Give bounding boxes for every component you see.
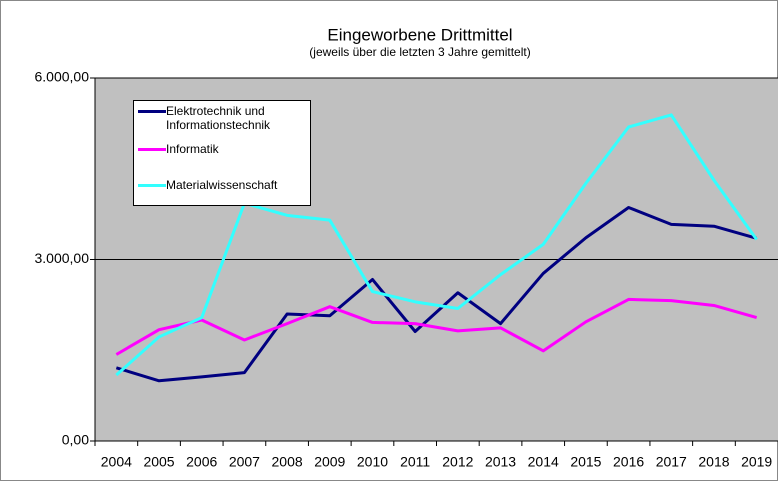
y-tick-label: 6.000,00 bbox=[35, 69, 90, 85]
legend-label: Elektrotechnik und Informationstechnik bbox=[166, 104, 271, 132]
legend-item: Materialwissenschaft bbox=[138, 178, 306, 192]
x-tick-label: 2009 bbox=[314, 454, 345, 470]
legend-swatch bbox=[138, 110, 166, 113]
x-tick-label: 2013 bbox=[485, 454, 516, 470]
x-tick-label: 2005 bbox=[143, 454, 174, 470]
x-tick-label: 2014 bbox=[528, 454, 559, 470]
legend-label: Materialwissenschaft bbox=[166, 178, 278, 192]
chart-subtitle: (jeweils über die letzten 3 Jahre gemitt… bbox=[309, 45, 530, 59]
series-line bbox=[115, 297, 758, 356]
legend-label: Informatik bbox=[166, 142, 219, 156]
chart-title: Eingeworbene Drittmittel bbox=[327, 25, 512, 44]
x-tick-label: 2012 bbox=[442, 454, 473, 470]
legend-item: Informatik bbox=[138, 142, 306, 156]
y-tick-label: 3.000,00 bbox=[35, 250, 90, 266]
legend-swatch bbox=[138, 148, 166, 151]
series-line bbox=[115, 205, 758, 383]
x-tick-label: 2015 bbox=[570, 454, 601, 470]
series-line bbox=[115, 113, 758, 377]
legend: Elektrotechnik und Informationstechnik In… bbox=[133, 100, 311, 206]
x-tick-label: 2010 bbox=[357, 454, 388, 470]
x-tick-label: 2008 bbox=[272, 454, 303, 470]
x-tick-label: 2006 bbox=[186, 454, 217, 470]
x-tick-label: 2019 bbox=[741, 454, 772, 470]
x-tick-label: 2007 bbox=[229, 454, 260, 470]
x-tick-label: 2011 bbox=[400, 454, 430, 470]
x-tick-label: 2017 bbox=[656, 454, 687, 470]
x-tick-label: 2018 bbox=[698, 454, 729, 470]
legend-item: Elektrotechnik und Informationstechnik bbox=[138, 104, 306, 132]
y-tick-label: 0,00 bbox=[62, 432, 89, 448]
x-tick-label: 2004 bbox=[101, 454, 132, 470]
x-tick-label: 2016 bbox=[613, 454, 644, 470]
legend-swatch bbox=[138, 184, 166, 187]
